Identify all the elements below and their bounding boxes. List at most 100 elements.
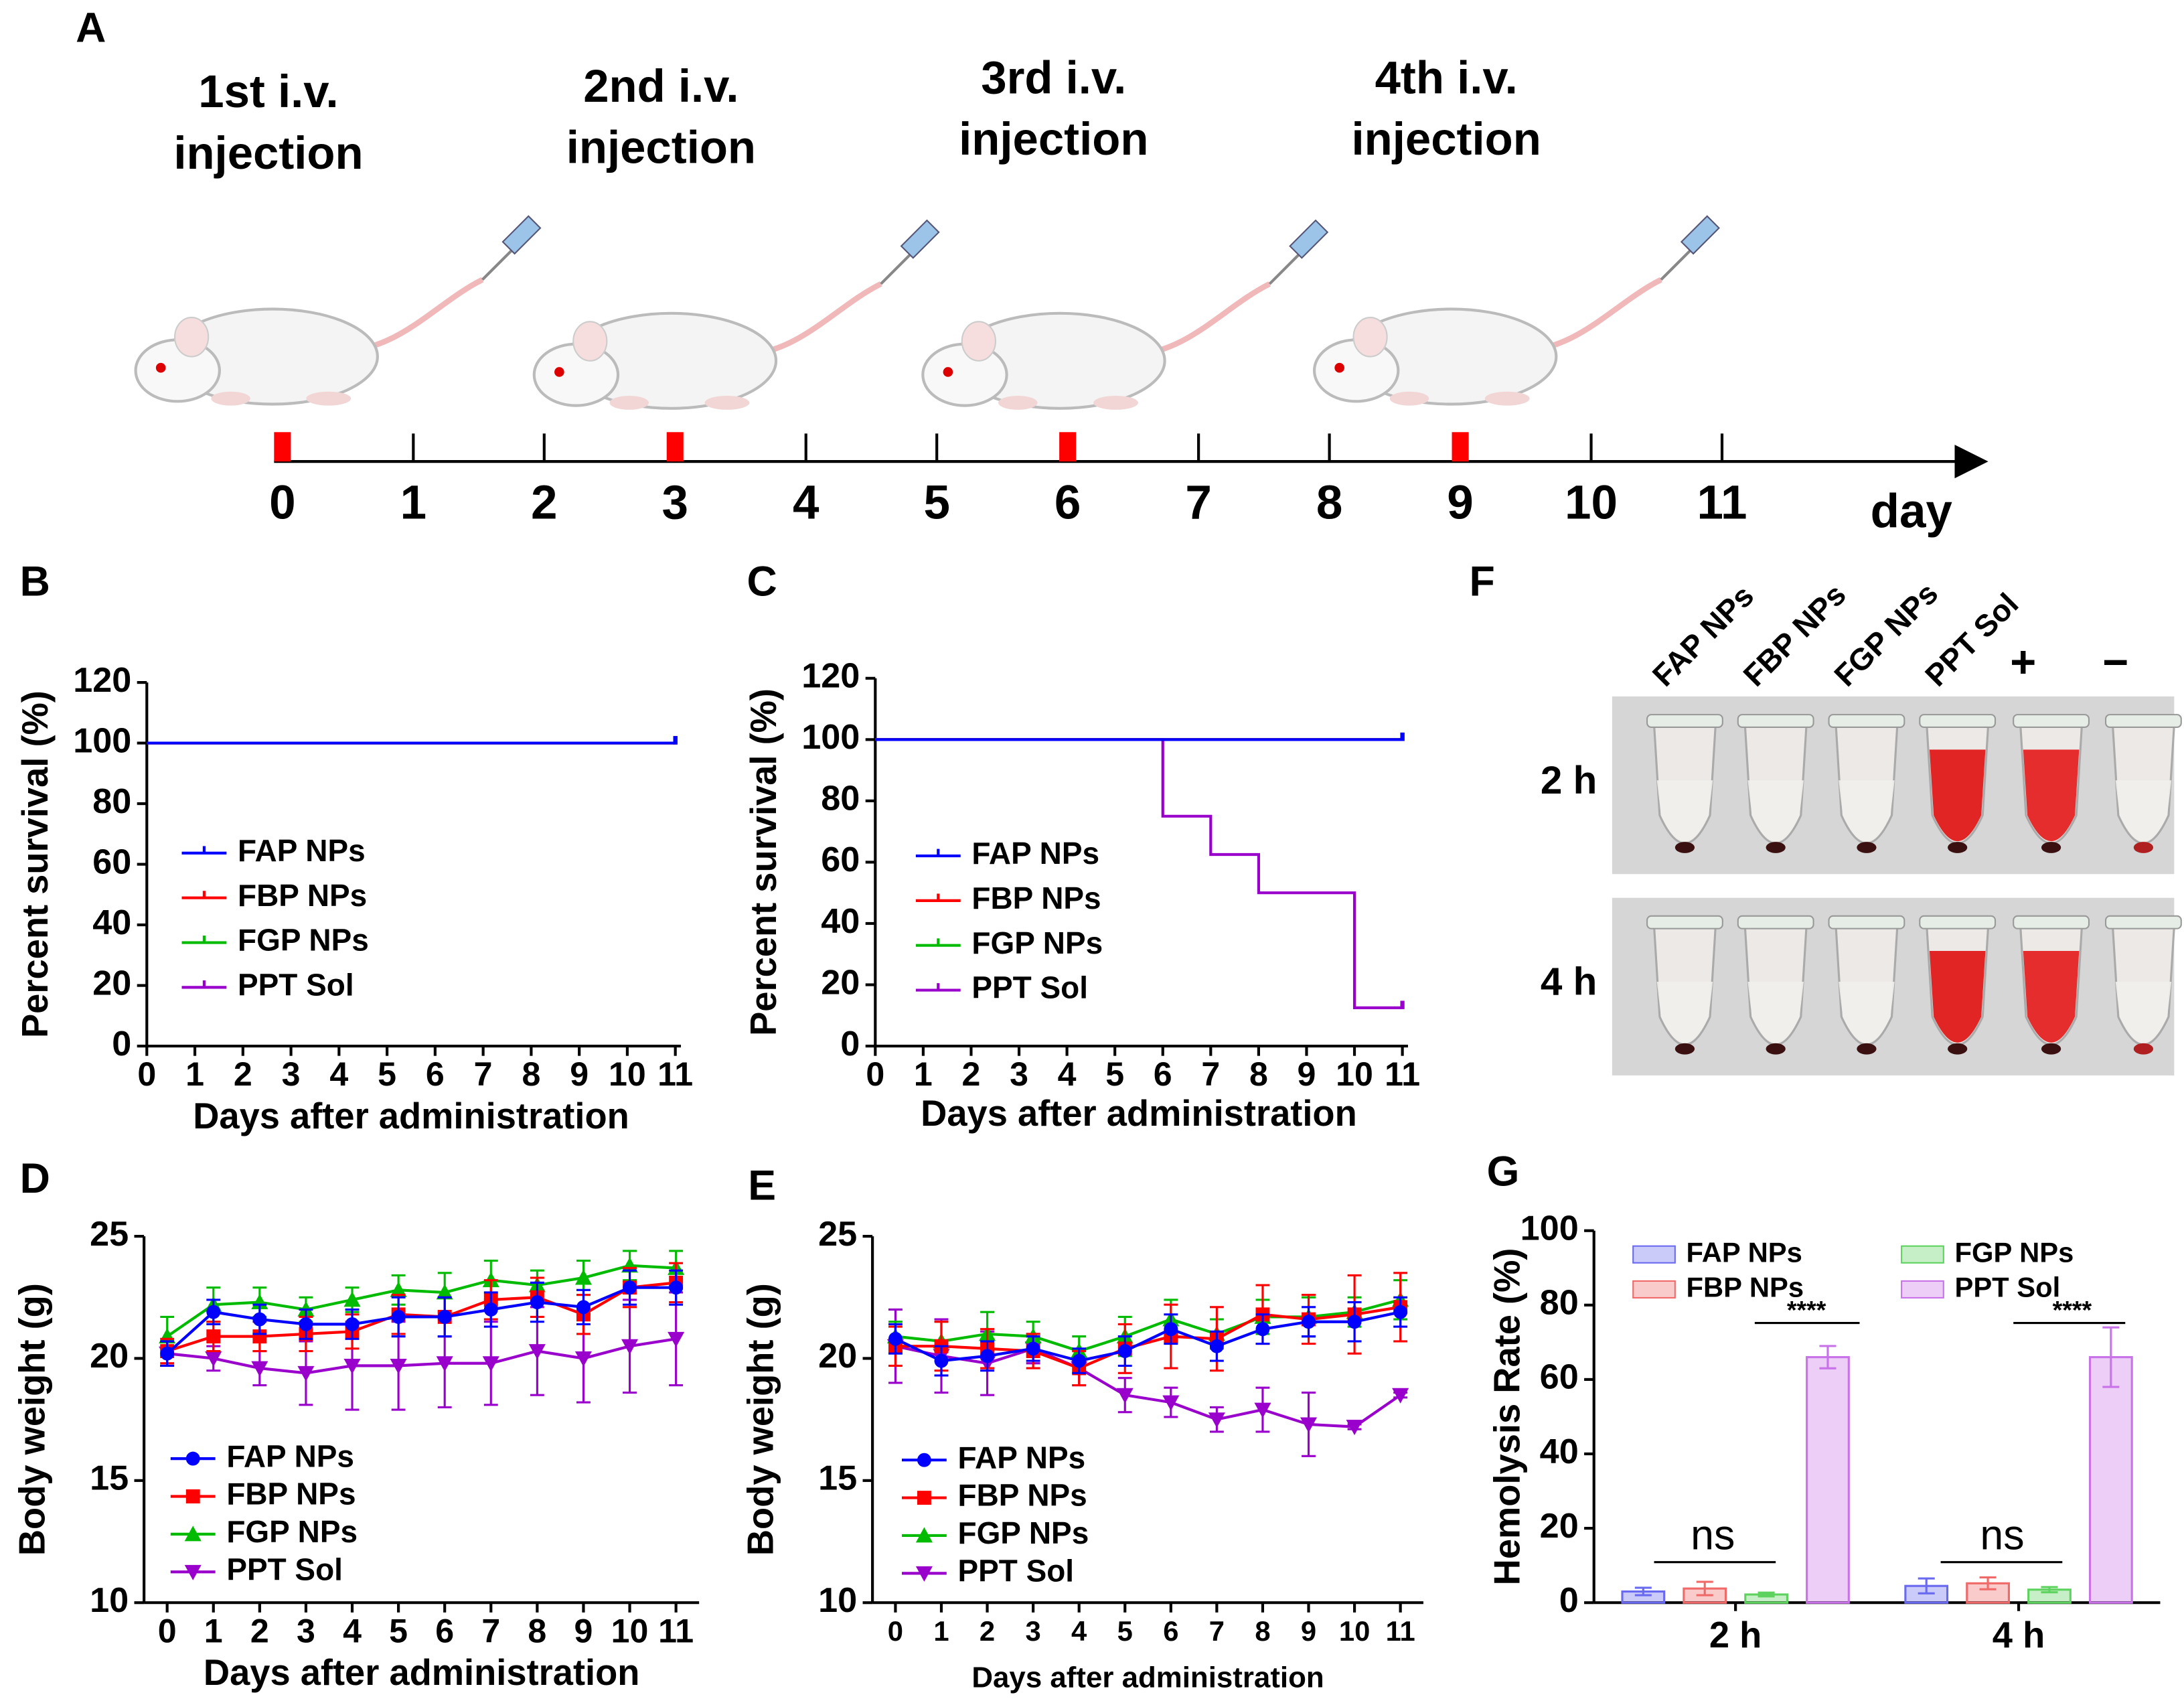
marker xyxy=(934,1353,949,1368)
y-tick-label: 15 xyxy=(818,1459,857,1498)
injection-marker xyxy=(1059,432,1077,462)
x-tick-label: 11 xyxy=(1386,1615,1415,1647)
series-line xyxy=(895,1305,1401,1370)
marker xyxy=(1208,1412,1225,1428)
marker xyxy=(574,1351,592,1367)
y-axis-label: Percent survival (%) xyxy=(15,690,56,1038)
marker xyxy=(390,1281,407,1297)
injection-label: 3rd i.v. xyxy=(981,52,1126,103)
x-axis-label: Days after administration xyxy=(193,1096,629,1136)
mouse xyxy=(136,216,540,406)
pellet xyxy=(1674,842,1695,853)
y-tick-label: 120 xyxy=(801,657,860,696)
x-tick-label: 5 xyxy=(1105,1055,1124,1093)
series-line xyxy=(166,1286,676,1355)
timeline-day-label: 4 xyxy=(793,477,820,530)
legend-label: PPT Sol xyxy=(226,1552,343,1586)
mouse xyxy=(534,220,939,410)
legend-label: PPT Sol xyxy=(971,970,1088,1005)
timeline-unit: day xyxy=(1871,485,1953,538)
timeline-arrow xyxy=(1954,445,1988,479)
injection-marker xyxy=(274,432,291,462)
panel-label: F xyxy=(1470,558,1495,605)
legend-label: FGP NPs xyxy=(238,923,369,958)
legend-swatch xyxy=(1632,1280,1676,1299)
injection-label: injection xyxy=(173,127,363,179)
x-tick-label: 8 xyxy=(528,1612,546,1649)
y-tick-label: 10 xyxy=(818,1581,857,1620)
y-tick-label: 40 xyxy=(821,902,860,941)
x-tick-label: 9 xyxy=(1298,1055,1316,1093)
series-line xyxy=(895,1298,1401,1353)
x-tick-label: 9 xyxy=(570,1055,589,1093)
x-tick-label: 11 xyxy=(1385,1055,1420,1093)
y-tick-label: 60 xyxy=(821,840,860,879)
timeline-day-label: 5 xyxy=(923,477,949,530)
marker xyxy=(980,1349,994,1363)
injection-label: injection xyxy=(1352,113,1541,165)
injection-label: injection xyxy=(566,122,756,173)
injection-marker xyxy=(666,432,684,462)
marker xyxy=(436,1356,453,1372)
tube-cap xyxy=(1737,915,1814,930)
legend-label: PPT Sol xyxy=(238,967,354,1002)
tube-cap xyxy=(1919,915,1997,930)
tube-content xyxy=(2115,780,2172,842)
legend-label: FBP NPs xyxy=(238,878,367,913)
legend-label: FBP NPs xyxy=(1687,1271,1804,1303)
marker xyxy=(576,1300,591,1315)
tube-cap xyxy=(1646,714,1723,728)
y-tick-label: 80 xyxy=(92,782,131,821)
legend-label: FGP NPs xyxy=(958,1515,1089,1550)
marker xyxy=(206,1329,221,1344)
panel-label: C xyxy=(747,558,777,605)
error-bar xyxy=(1634,1586,1652,1597)
marker xyxy=(343,1291,361,1307)
tube-content xyxy=(2115,981,2172,1043)
marker xyxy=(343,1358,361,1374)
y-tick-label: 60 xyxy=(1540,1358,1579,1397)
marker xyxy=(528,1344,546,1360)
timeline-day-label: 7 xyxy=(1185,477,1212,530)
x-tick-label: 5 xyxy=(389,1612,408,1649)
x-tick-label: 1 xyxy=(933,1615,949,1647)
x-tick-label: 5 xyxy=(378,1055,396,1093)
marker xyxy=(1254,1402,1271,1418)
pellet xyxy=(2041,1043,2061,1055)
pellet xyxy=(2041,842,2061,853)
x-tick-label: 8 xyxy=(1255,1615,1270,1647)
marker xyxy=(437,1309,452,1324)
y-tick-label: 60 xyxy=(92,842,131,881)
y-axis-label: Percent survival (%) xyxy=(743,688,784,1036)
injection-label: 2nd i.v. xyxy=(583,60,738,112)
x-tick-label: 1 xyxy=(204,1612,223,1649)
marker xyxy=(436,1284,453,1300)
marker xyxy=(1072,1353,1087,1368)
legend-marker xyxy=(185,1489,200,1503)
pellet xyxy=(1766,1043,1786,1055)
marker xyxy=(530,1295,544,1309)
marker xyxy=(668,1331,685,1347)
timeline-day-label: 8 xyxy=(1316,477,1343,530)
y-tick-label: 0 xyxy=(1559,1581,1579,1620)
x-tick-label: 4 xyxy=(329,1055,348,1093)
marker xyxy=(623,1280,637,1295)
timeline-day-label: 0 xyxy=(269,477,296,530)
legend-marker xyxy=(915,1566,933,1582)
y-tick-label: 20 xyxy=(1540,1507,1579,1546)
panel-label: B xyxy=(20,558,50,605)
y-tick-label: 20 xyxy=(92,964,131,1003)
x-tick-label: 7 xyxy=(481,1612,500,1649)
x-tick-label: 4 xyxy=(1058,1055,1077,1093)
timeline-day-label: 6 xyxy=(1055,477,1081,530)
error-bar xyxy=(1758,1591,1775,1598)
marker xyxy=(391,1310,406,1324)
tube-cap xyxy=(2013,714,2090,728)
tube-content xyxy=(1929,749,1986,842)
legend-marker xyxy=(184,1526,202,1542)
x-tick-label: 4 h xyxy=(1993,1615,2045,1655)
timeline-day-label: 3 xyxy=(662,477,689,530)
tube-content xyxy=(1839,981,1895,1043)
tube-content xyxy=(2023,951,2080,1043)
